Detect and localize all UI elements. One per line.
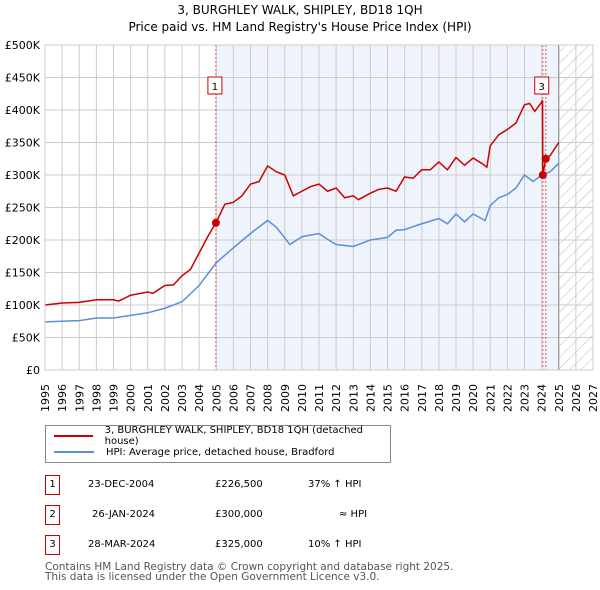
x-tick-label: 1995 [39,384,52,412]
x-tick-label: 2026 [570,384,583,412]
series-line [44,99,560,306]
y-tick-label: £350K [5,137,41,150]
legend-label: 3, BURGHLEY WALK, SHIPLEY, BD18 1QH (det… [104,425,363,447]
transaction-date: 23-DEC-2004 [88,479,155,490]
y-tick-label: £150K [5,267,41,280]
marker-label-text: 1 [212,82,218,93]
x-tick-label: 2017 [416,384,429,412]
x-tick-label: 2016 [399,384,412,412]
x-tick-label: 1996 [56,384,69,412]
transaction-price: £300,000 [215,509,263,520]
x-tick-label: 2000 [125,384,138,412]
y-tick-label: £450K [5,72,41,85]
x-tick-label: 2007 [245,384,258,412]
price-chart: 1995 1996 1997 1998 1999 2000 2001 2002 2003 2004… [5,39,600,412]
x-tick-label: 2023 [519,384,532,412]
x-tick-label: 2008 [262,384,275,412]
legend-swatch [54,451,94,453]
legend-item-hpi: HPI: Average price, detached house, Brad… [54,445,334,459]
footer: Contains HM Land Registry data © Crown c… [45,561,454,583]
transaction-hpi: ≈ HPI [339,509,368,520]
legend-label: HPI: Average price, detached house, Brad… [106,446,335,458]
x-tick-label: 2003 [176,384,189,412]
x-tick-label: 2021 [484,384,497,412]
sale-marker [211,218,220,227]
transaction-row: 3 28-MAR-2024 £325,000 10% ↑ HPI [45,535,445,555]
y-tick-label: £300K [5,169,41,182]
x-tick-label: 2022 [501,384,514,412]
x-tick-label: 2019 [450,384,463,412]
transaction-date: 26-JAN-2024 [92,509,156,520]
footer-line: Contains HM Land Registry data © Crown c… [45,561,454,573]
transaction-date: 28-MAR-2024 [88,539,156,550]
y-tick-label: £0 [26,364,40,377]
chart-subtitle: Price paid vs. HM Land Registry's House … [128,20,472,34]
x-tick-label: 2013 [347,384,360,412]
x-tick-label: 2001 [142,384,155,412]
sale-marker [541,154,550,163]
transaction-number: 2 [45,505,60,525]
marker-label-box [534,76,550,95]
x-tick-label: 1999 [108,384,121,412]
marker-label: 3 [534,76,550,95]
legend-item-property: 3, BURGHLEY WALK, SHIPLEY, BD18 1QH (det… [54,425,390,447]
chart-title: 3, BURGHLEY WALK, SHIPLEY, BD18 1QH [177,3,423,17]
y-tick-label: £200K [5,234,41,247]
series-line [44,162,560,323]
marker-label-box [207,76,223,95]
x-tick-label: 2015 [382,384,395,412]
marker-label-text: 3 [539,82,545,93]
x-tick-label: 2020 [467,384,480,412]
plot-frame [44,44,594,371]
transaction-hpi: 10% ↑ HPI [308,539,362,550]
x-tick-label: 2011 [313,384,326,412]
x-tick-label: 2012 [330,384,343,412]
x-tick-label: 2025 [553,384,566,412]
transaction-hpi: 37% ↑ HPI [308,479,362,490]
x-tick-label: 2004 [193,384,206,412]
transaction-price: £226,500 [215,479,263,490]
transaction-row: 2 26-JAN-2024 £300,000 ≈ HPI [45,505,445,525]
marker-label: 1 [207,76,223,95]
transaction-number: 1 [45,475,60,495]
y-tick-label: £400K [5,104,41,117]
y-tick-label: £500K [5,39,41,52]
sale-marker [538,171,547,179]
x-tick-label: 2002 [159,384,172,412]
y-tick-label: £100K [5,299,41,312]
y-tick-label: £50K [12,332,41,345]
x-tick-label: 2006 [227,384,240,412]
x-tick-label: 1997 [73,384,86,412]
x-tick-label: 2018 [433,384,446,412]
transaction-price: £325,000 [215,539,263,550]
transaction-row: 1 23-DEC-2004 £226,500 37% ↑ HPI [45,475,445,495]
x-tick-label: 2005 [210,384,223,412]
x-tick-label: 2010 [296,384,309,412]
x-tick-label: 2027 [587,384,600,412]
transaction-number: 3 [45,535,60,555]
x-tick-label: 2014 [364,384,377,412]
y-tick-label: £250K [5,202,41,215]
x-tick-label: 2009 [279,384,292,412]
x-tick-label: 1998 [90,384,103,412]
legend: 3, BURGHLEY WALK, SHIPLEY, BD18 1QH (det… [45,425,391,463]
x-tick-label: 2024 [536,384,549,412]
legend-swatch [54,435,93,437]
footer-line: This data is licensed under the Open Gov… [45,571,380,583]
